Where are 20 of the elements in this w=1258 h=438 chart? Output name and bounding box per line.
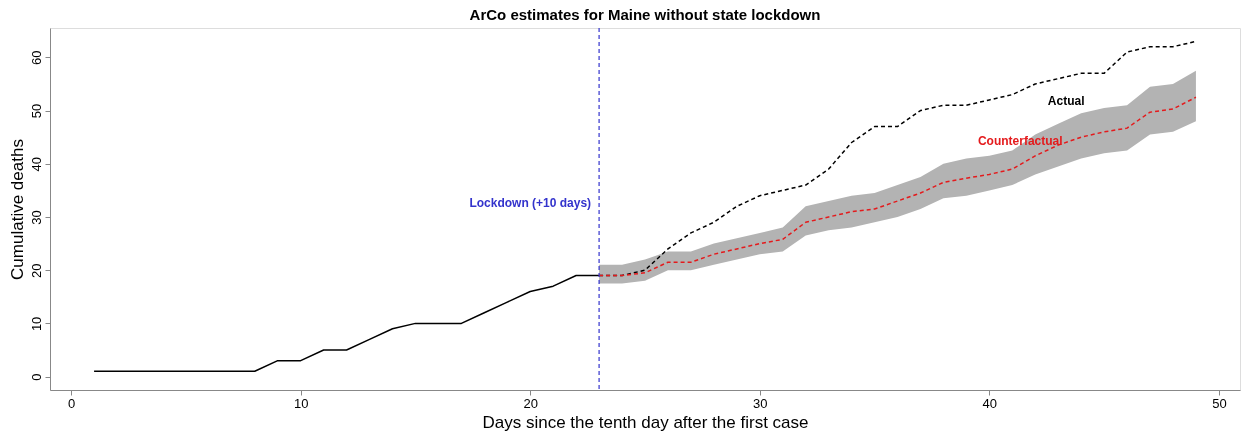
y-tick-label: 30 bbox=[28, 210, 44, 225]
ref-line-label: Lockdown (+10 days) bbox=[469, 196, 592, 210]
x-axis-title: Days since the tenth day after the first case bbox=[482, 412, 809, 432]
y-axis-title: Cumulative deaths bbox=[7, 139, 27, 280]
x-tick-label: 20 bbox=[523, 395, 538, 411]
y-tick-label: 20 bbox=[28, 263, 44, 278]
x-tick-label: 10 bbox=[293, 395, 309, 411]
x-tick-label: 0 bbox=[68, 395, 76, 411]
x-tick-label: 50 bbox=[1212, 395, 1227, 411]
y-tick-label: 10 bbox=[28, 316, 44, 332]
chart-title: ArCo estimates for Maine without state lockdown bbox=[469, 6, 821, 24]
x-tick-label: 40 bbox=[982, 395, 998, 411]
series-label: Actual bbox=[1047, 93, 1085, 108]
y-tick-label: 40 bbox=[28, 157, 44, 172]
y-tick-label: 60 bbox=[28, 50, 44, 66]
y-tick-label: 0 bbox=[28, 373, 44, 381]
series-label: Counterfactual bbox=[977, 134, 1063, 149]
line-series bbox=[598, 96, 1197, 277]
x-tick-label: 30 bbox=[753, 395, 768, 411]
y-tick-label: 50 bbox=[28, 103, 44, 119]
